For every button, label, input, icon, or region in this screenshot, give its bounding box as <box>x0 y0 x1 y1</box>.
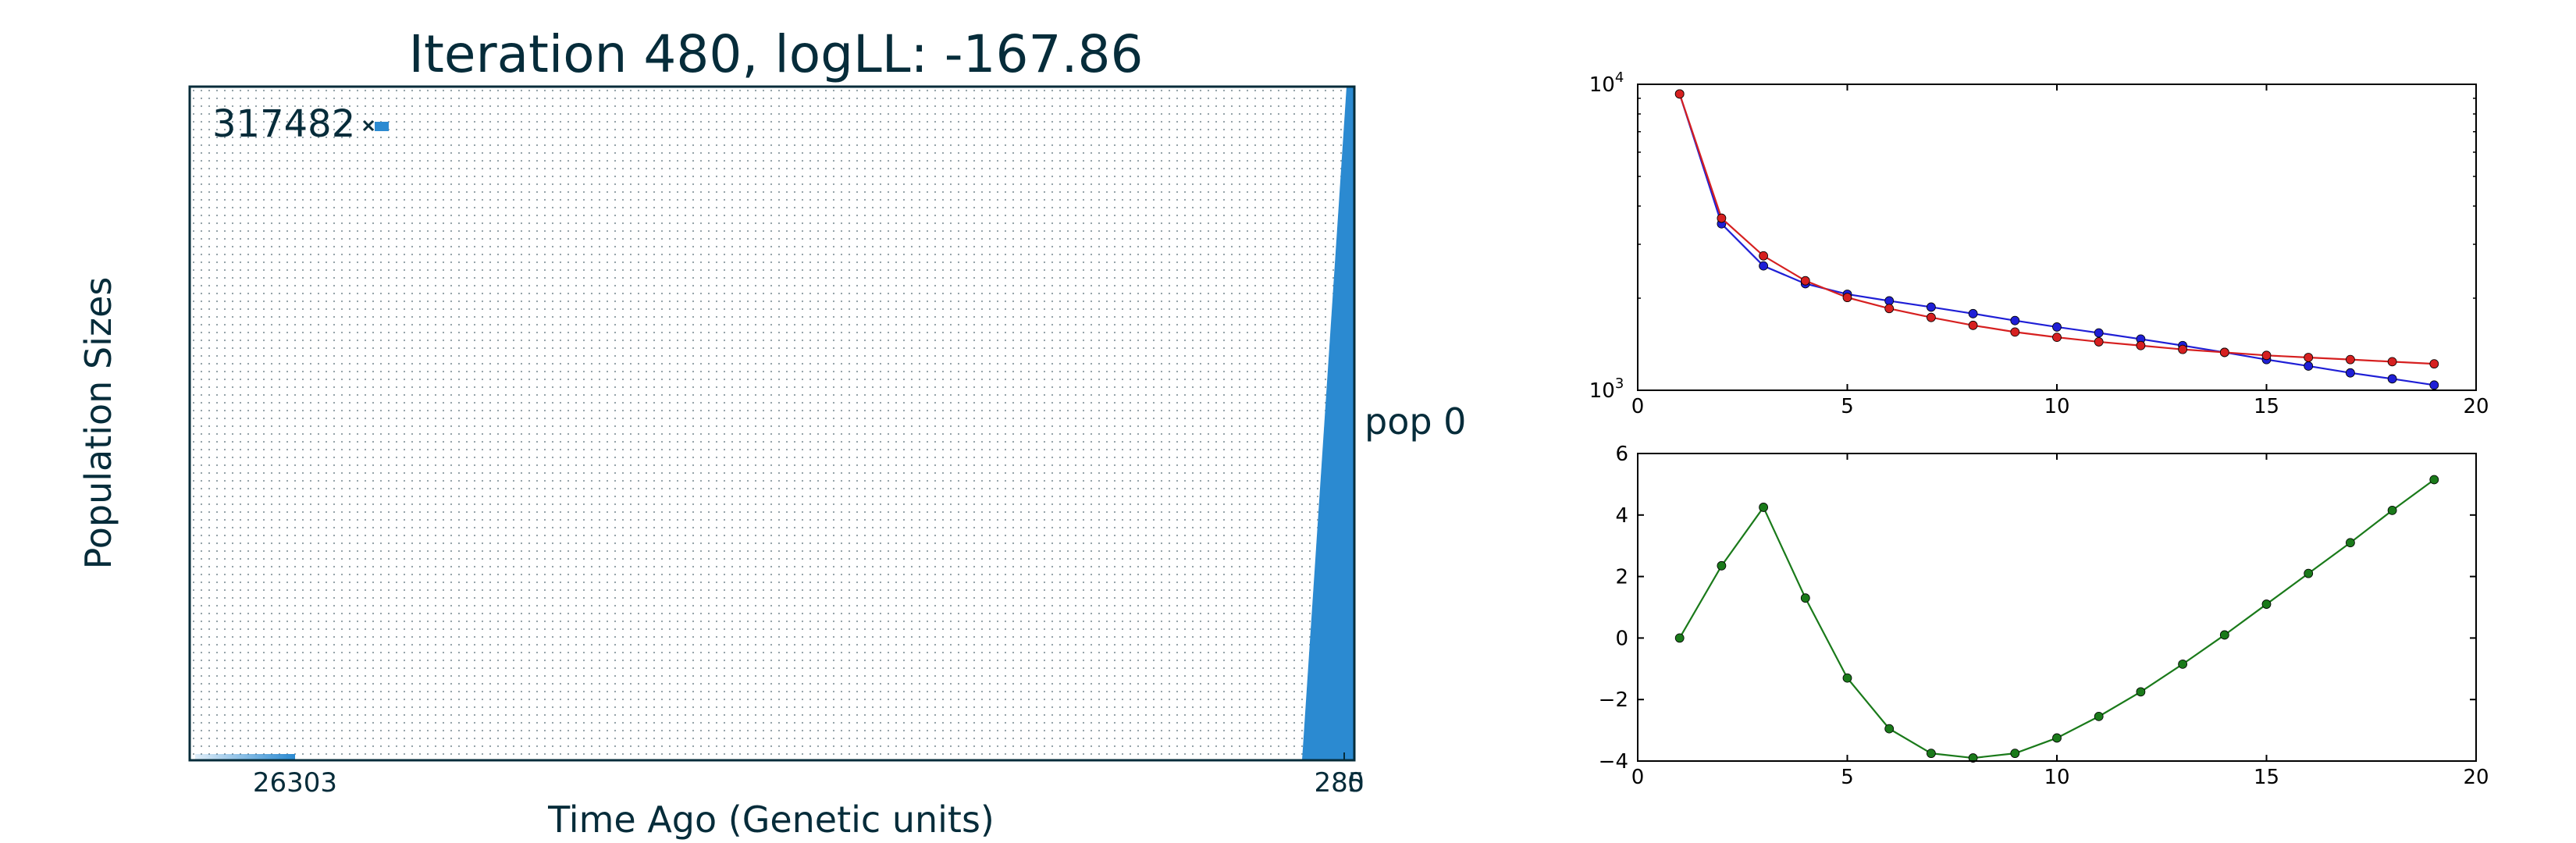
top-plot-series-1-point <box>2429 359 2439 369</box>
bottom-plot-frame <box>1637 453 2477 762</box>
top-plot-series-1-point <box>1926 312 1936 322</box>
top-plot-series-0-point <box>1926 302 1936 312</box>
pop0-size-wedge <box>1302 87 1354 760</box>
bottom-plot-y-tick-label: 6 <box>1615 443 1628 466</box>
bottom-plot-series-0-point <box>1842 673 1852 683</box>
size-scale-label: 317482 <box>212 102 355 146</box>
bottom-plot-series <box>1674 475 2439 763</box>
bottom-plot-series-0-point <box>2010 749 2020 759</box>
difference-plot: 0 5 10 15 20 −4 −2 0 2 4 6 <box>1599 443 2489 789</box>
top-plot-series-0-point <box>2387 374 2397 384</box>
bottom-plot-y-tick-label: 0 <box>1615 627 1628 650</box>
bottom-plot-series-0-point <box>2261 599 2272 609</box>
top-plot-x-tick-label: 10 <box>2044 395 2069 418</box>
bottom-plot-series-0-point <box>1674 633 1685 643</box>
demography-grid-background <box>190 87 1354 760</box>
x-tick-label-time-0: 0 <box>1347 767 1364 799</box>
bottom-plot-series-0-point <box>1926 749 1936 759</box>
demography-xlabel: Time Ago (Genetic units) <box>547 799 994 841</box>
bottom-plot-series-0-point <box>1759 503 1769 512</box>
top-plot-series-1-point <box>1968 320 1978 330</box>
top-plot-x-tick-label: 20 <box>2463 395 2489 418</box>
top-plot-series-1-point <box>1717 213 1727 223</box>
top-plot-x-tick-label: 15 <box>2254 395 2279 418</box>
top-plot-y-tick-base: 10 <box>1589 73 1615 97</box>
size-scale-swatch <box>375 122 389 131</box>
top-plot-series-1-point <box>1759 251 1769 261</box>
bottom-plot-series-0-point <box>2178 659 2188 669</box>
top-plot-frame <box>1637 84 2477 391</box>
top-plot-series-1-point <box>2219 347 2229 357</box>
bottom-plot-series-0-point <box>2387 505 2397 515</box>
x-tick-label-time-start: 26303 <box>253 767 337 799</box>
top-plot-series-1-point <box>2345 354 2355 365</box>
bottom-plot-series-0-point <box>2136 687 2146 697</box>
top-plot-series <box>1674 89 2439 390</box>
top-plot-series-1-point <box>1842 293 1852 303</box>
top-plot-series-0-point <box>1759 261 1769 271</box>
top-plot-series-1-point <box>2304 353 2314 362</box>
top-plot-series-0-point <box>2345 368 2355 378</box>
top-plot-series-0-point <box>1968 308 1978 318</box>
bottom-plot-series-0-point <box>1717 560 1727 571</box>
bottom-plot-series-0-point <box>1884 724 1895 734</box>
top-plot-y-tick-exponent: 3 <box>1615 375 1624 392</box>
bottom-plot-y-tick-label: −2 <box>1599 688 1628 712</box>
top-plot-x-tick-label: 0 <box>1631 395 1645 418</box>
top-plot-series-0-point <box>2094 328 2104 338</box>
bottom-plot-x-tick-label: 10 <box>2044 766 2069 789</box>
size-scale-marker-icon <box>362 119 375 132</box>
top-plot-series-1-point <box>2387 357 2397 367</box>
bottom-plot-series-line-0 <box>1678 478 2435 759</box>
bottom-plot-y-tick-label: −4 <box>1599 750 1628 774</box>
top-plot-series-1-point <box>1800 276 1810 286</box>
top-plot-series-1-point <box>2094 337 2104 347</box>
top-plot-series-1-point <box>1674 89 1685 99</box>
demography-panel: Iteration 480, logLL: -167.86 317482 pop… <box>77 24 1466 841</box>
bottom-time-bar <box>195 754 295 760</box>
bottom-plot-y-tick-label: 4 <box>1615 504 1628 528</box>
top-plot-x-tick-label: 5 <box>1841 395 1854 418</box>
demography-frame <box>188 85 1356 762</box>
top-plot-y-tick-base: 10 <box>1589 379 1615 403</box>
bottom-plot-series-0-point <box>1968 753 1978 763</box>
top-plot-y-tick-exponent: 4 <box>1615 69 1624 86</box>
top-plot-series-0-point <box>2429 380 2439 390</box>
bottom-plot-y-tick-label: 2 <box>1615 566 1628 589</box>
bottom-plot-x-tick-label: 15 <box>2254 766 2279 789</box>
top-plot-series-1-point <box>2136 340 2146 350</box>
bottom-plot-series-0-point <box>2219 630 2229 640</box>
bottom-plot-series-0-point <box>2304 568 2314 578</box>
top-plot-series-1-point <box>2010 327 2020 337</box>
top-plot-y-tick-label: 103 <box>1589 375 1624 403</box>
bottom-plot-x-tick-label: 0 <box>1631 766 1645 789</box>
top-plot-series-0-point <box>2010 315 2020 325</box>
bottom-plot-series-0-point <box>2052 733 2062 743</box>
x-tick-label-time-285: 285 <box>1315 767 1365 799</box>
top-plot-series-0-point <box>1884 296 1895 306</box>
top-plot-series-0-point <box>2052 322 2062 332</box>
top-plot-y-tick-label: 104 <box>1589 69 1624 97</box>
top-plot-series-1-point <box>2261 350 2272 361</box>
bottom-plot-series-0-point <box>2345 538 2355 548</box>
top-plot-series-0-point <box>2304 361 2314 371</box>
bottom-plot-series-0-point <box>1800 593 1810 603</box>
bottom-plot-x-tick-label: 5 <box>1841 766 1854 789</box>
bottom-plot-x-tick-label: 20 <box>2463 766 2489 789</box>
top-plot-series-1-point <box>1884 304 1895 314</box>
demography-ylabel: Population Sizes <box>77 277 119 570</box>
pop-label: pop 0 <box>1364 400 1466 443</box>
top-plot-series-1-point <box>2052 333 2062 343</box>
top-plot-series-1-point <box>2178 344 2188 354</box>
bottom-plot-series-0-point <box>2429 475 2439 485</box>
demography-title: Iteration 480, logLL: -167.86 <box>409 24 1144 84</box>
bottom-axis-ticks: 0 5 10 15 20 −4 −2 0 2 4 6 <box>1599 443 2489 789</box>
bottom-plot-series-0-point <box>2094 711 2104 721</box>
